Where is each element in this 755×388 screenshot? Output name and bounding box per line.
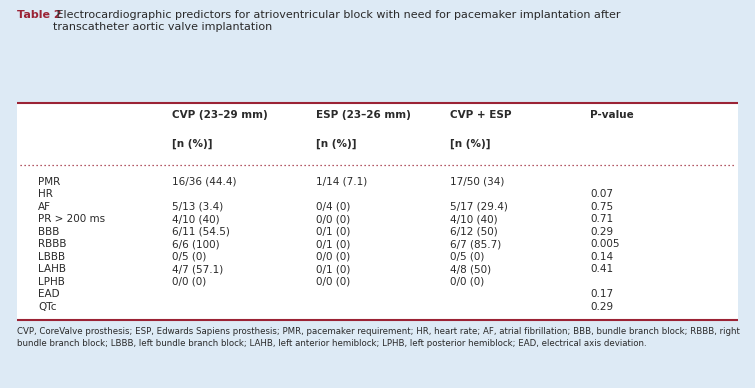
Text: 0/1 (0): 0/1 (0) [316,264,350,274]
Text: AF: AF [39,202,51,212]
Text: CVP + ESP: CVP + ESP [450,110,511,120]
Text: 5/13 (3.4): 5/13 (3.4) [172,202,223,212]
Text: [n (%)]: [n (%)] [316,139,356,149]
Text: 0/1 (0): 0/1 (0) [316,239,350,249]
Text: 0/0 (0): 0/0 (0) [172,277,206,287]
Text: BBB: BBB [39,227,60,237]
Text: 0/0 (0): 0/0 (0) [450,277,484,287]
Text: CVP (23–29 mm): CVP (23–29 mm) [172,110,267,120]
Text: 6/7 (85.7): 6/7 (85.7) [450,239,501,249]
Text: LBBB: LBBB [39,252,66,262]
Text: PMR: PMR [39,177,60,187]
Text: HR: HR [39,189,53,199]
Text: 0/4 (0): 0/4 (0) [316,202,350,212]
Text: 6/12 (50): 6/12 (50) [450,227,498,237]
Text: Electrocardiographic predictors for atrioventricular block with need for pacemak: Electrocardiographic predictors for atri… [53,10,620,33]
Text: 6/6 (100): 6/6 (100) [172,239,220,249]
Text: 0.14: 0.14 [590,252,614,262]
Text: 1/14 (7.1): 1/14 (7.1) [316,177,368,187]
Text: 0/1 (0): 0/1 (0) [316,227,350,237]
Text: 0.29: 0.29 [590,302,614,312]
Text: LPHB: LPHB [39,277,65,287]
Text: ESP (23–26 mm): ESP (23–26 mm) [316,110,411,120]
Text: P-value: P-value [590,110,634,120]
Text: 0.75: 0.75 [590,202,614,212]
Text: 0.005: 0.005 [590,239,620,249]
Text: 0/0 (0): 0/0 (0) [316,252,350,262]
Text: QTc: QTc [39,302,57,312]
Text: Table 2: Table 2 [17,10,61,20]
Text: 0.07: 0.07 [590,189,613,199]
Text: 0/5 (0): 0/5 (0) [450,252,484,262]
FancyBboxPatch shape [17,103,738,320]
Text: RBBB: RBBB [39,239,66,249]
Text: 6/11 (54.5): 6/11 (54.5) [172,227,230,237]
Text: 4/8 (50): 4/8 (50) [450,264,491,274]
Text: 0.71: 0.71 [590,215,614,224]
Text: 0.41: 0.41 [590,264,614,274]
Text: 0/0 (0): 0/0 (0) [316,215,350,224]
Text: 16/36 (44.4): 16/36 (44.4) [172,177,236,187]
Text: 0/5 (0): 0/5 (0) [172,252,206,262]
Text: [n (%)]: [n (%)] [172,139,212,149]
Text: 4/10 (40): 4/10 (40) [450,215,498,224]
Text: PR > 200 ms: PR > 200 ms [39,215,106,224]
Text: 4/10 (40): 4/10 (40) [172,215,220,224]
Text: 4/7 (57.1): 4/7 (57.1) [172,264,223,274]
Text: 17/50 (34): 17/50 (34) [450,177,504,187]
Text: [n (%)]: [n (%)] [450,139,490,149]
Text: 0/0 (0): 0/0 (0) [316,277,350,287]
Text: EAD: EAD [39,289,60,299]
Text: LAHB: LAHB [39,264,66,274]
Text: CVP, CoreValve prosthesis; ESP, Edwards Sapiens prosthesis; PMR, pacemaker requi: CVP, CoreValve prosthesis; ESP, Edwards … [17,327,739,348]
Text: 0.29: 0.29 [590,227,614,237]
Text: 0.17: 0.17 [590,289,614,299]
Text: 5/17 (29.4): 5/17 (29.4) [450,202,507,212]
